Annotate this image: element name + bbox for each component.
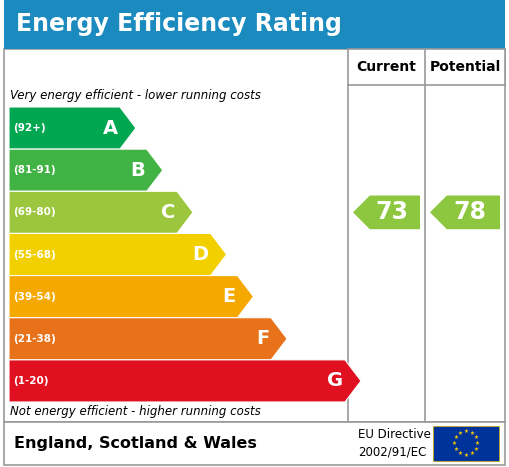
Text: ★: ★ [458, 451, 463, 456]
Text: ★: ★ [473, 435, 478, 440]
Text: EU Directive
2002/91/EC: EU Directive 2002/91/EC [358, 429, 431, 459]
Text: Current: Current [357, 60, 416, 74]
Polygon shape [9, 234, 227, 276]
Text: G: G [327, 371, 343, 390]
Text: (55-68): (55-68) [13, 249, 56, 260]
Polygon shape [353, 196, 420, 229]
Bar [4, 49, 505, 422]
Polygon shape [430, 196, 500, 229]
Text: Energy Efficiency Rating: Energy Efficiency Rating [16, 13, 342, 36]
Text: ★: ★ [475, 441, 480, 446]
Polygon shape [9, 318, 287, 360]
Text: ★: ★ [469, 431, 474, 436]
Text: ★: ★ [464, 453, 468, 458]
Text: ★: ★ [469, 451, 474, 456]
Bar [348, 49, 505, 85]
Text: ★: ★ [454, 447, 459, 452]
Polygon shape [9, 360, 361, 402]
Text: England, Scotland & Wales: England, Scotland & Wales [14, 436, 257, 451]
Text: B: B [130, 161, 145, 180]
Text: (39-54): (39-54) [13, 292, 56, 302]
Text: (92+): (92+) [13, 123, 46, 133]
Text: Potential: Potential [430, 60, 501, 74]
Bar [4, 0, 505, 49]
Text: Not energy efficient - higher running costs: Not energy efficient - higher running co… [10, 405, 261, 418]
Text: F: F [256, 329, 269, 348]
Text: ★: ★ [458, 431, 463, 436]
Bar [4, 422, 505, 465]
Text: 78: 78 [454, 200, 487, 224]
Bar [433, 426, 499, 461]
Polygon shape [9, 107, 136, 149]
Polygon shape [9, 276, 253, 318]
Text: Very energy efficient - lower running costs: Very energy efficient - lower running co… [10, 90, 261, 102]
Text: D: D [192, 245, 209, 264]
Text: A: A [103, 119, 118, 138]
Text: (81-91): (81-91) [13, 165, 55, 175]
Text: ★: ★ [454, 435, 459, 440]
Text: (21-38): (21-38) [13, 334, 56, 344]
Polygon shape [9, 191, 193, 234]
Text: ★: ★ [464, 430, 468, 434]
Text: ★: ★ [473, 447, 478, 452]
Text: E: E [222, 287, 236, 306]
Text: C: C [161, 203, 175, 222]
Text: (1-20): (1-20) [13, 376, 48, 386]
Text: 73: 73 [375, 200, 408, 224]
Text: (69-80): (69-80) [13, 207, 55, 217]
Text: ★: ★ [452, 441, 457, 446]
Polygon shape [9, 149, 163, 191]
